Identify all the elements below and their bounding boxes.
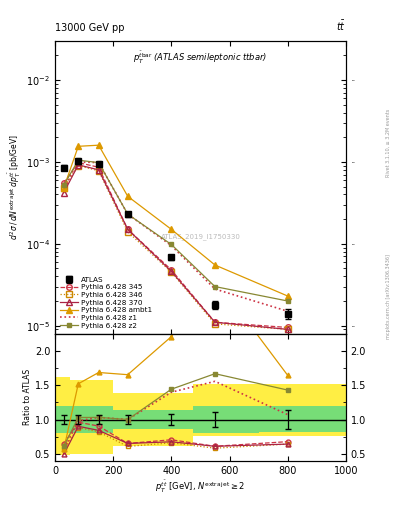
Pythia 6.428 370 [61, 189, 66, 196]
Pythia 6.428 345 [213, 319, 217, 325]
Pythia 6.428 z1 [96, 160, 101, 166]
Pythia 6.428 z2 [96, 160, 101, 166]
Pythia 6.428 346 [76, 163, 81, 169]
Pythia 6.428 345 [125, 226, 130, 232]
Pythia 6.428 370 [213, 319, 217, 325]
Pythia 6.428 z1 [125, 211, 130, 217]
Text: Rivet 3.1.10, ≥ 3.2M events: Rivet 3.1.10, ≥ 3.2M events [386, 109, 391, 178]
Pythia 6.428 ambt1 [125, 193, 130, 199]
Line: Pythia 6.428 ambt1: Pythia 6.428 ambt1 [61, 142, 290, 299]
Pythia 6.428 370 [76, 162, 81, 168]
Pythia 6.428 346 [96, 167, 101, 174]
Pythia 6.428 345 [96, 164, 101, 170]
Pythia 6.428 346 [213, 321, 217, 327]
Text: ATLAS_2019_I1750330: ATLAS_2019_I1750330 [160, 233, 241, 241]
Y-axis label: $d^2\sigma\,/\,dN^{\mathrm{extra\,jet}}\,dp_T^{t\bar{t}}$ [pb/GeV]: $d^2\sigma\,/\,dN^{\mathrm{extra\,jet}}\… [7, 134, 23, 240]
Y-axis label: Ratio to ATLAS: Ratio to ATLAS [23, 369, 32, 425]
Line: Pythia 6.428 345: Pythia 6.428 345 [61, 160, 290, 330]
Pythia 6.428 ambt1 [213, 262, 217, 268]
Pythia 6.428 345 [285, 325, 290, 331]
Pythia 6.428 z1 [213, 286, 217, 292]
Pythia 6.428 346 [285, 326, 290, 332]
Pythia 6.428 z2 [213, 284, 217, 290]
Line: Pythia 6.428 346: Pythia 6.428 346 [61, 163, 290, 332]
Pythia 6.428 ambt1 [76, 143, 81, 150]
Line: Pythia 6.428 370: Pythia 6.428 370 [61, 162, 290, 332]
Legend: ATLAS, Pythia 6.428 345, Pythia 6.428 346, Pythia 6.428 370, Pythia 6.428 ambt1,: ATLAS, Pythia 6.428 345, Pythia 6.428 34… [59, 275, 154, 330]
Pythia 6.428 346 [125, 229, 130, 235]
Pythia 6.428 z2 [61, 182, 66, 188]
Pythia 6.428 346 [61, 185, 66, 191]
Line: Pythia 6.428 z2: Pythia 6.428 z2 [62, 158, 290, 303]
Pythia 6.428 ambt1 [61, 185, 66, 191]
Pythia 6.428 ambt1 [285, 293, 290, 299]
Pythia 6.428 z1 [169, 243, 174, 249]
Pythia 6.428 z2 [285, 298, 290, 304]
Text: mcplots.cern.ch [arXiv:1306.3436]: mcplots.cern.ch [arXiv:1306.3436] [386, 254, 391, 339]
Pythia 6.428 370 [169, 268, 174, 274]
Text: $p_T^{\bar{t}\mathrm{bar}}$ (ATLAS semileptonic ttbar): $p_T^{\bar{t}\mathrm{bar}}$ (ATLAS semil… [133, 50, 268, 66]
Pythia 6.428 z2 [125, 211, 130, 217]
Pythia 6.428 z1 [61, 185, 66, 191]
Pythia 6.428 ambt1 [96, 142, 101, 148]
Line: Pythia 6.428 z1: Pythia 6.428 z1 [64, 162, 288, 311]
X-axis label: $p_T^{t\bar{t}}$ [GeV], $N^{\mathrm{extra\,jet}} \geq 2$: $p_T^{t\bar{t}}$ [GeV], $N^{\mathrm{extr… [155, 478, 246, 495]
Pythia 6.428 z1 [76, 159, 81, 165]
Pythia 6.428 346 [169, 269, 174, 275]
Text: $t\bar{t}$: $t\bar{t}$ [336, 19, 346, 33]
Pythia 6.428 z1 [285, 308, 290, 314]
Pythia 6.428 345 [76, 160, 81, 166]
Pythia 6.428 345 [61, 180, 66, 186]
Pythia 6.428 ambt1 [169, 226, 174, 232]
Pythia 6.428 370 [96, 167, 101, 173]
Pythia 6.428 z2 [169, 242, 174, 248]
Pythia 6.428 345 [169, 267, 174, 273]
Pythia 6.428 370 [125, 226, 130, 232]
Text: 13000 GeV pp: 13000 GeV pp [55, 23, 125, 33]
Pythia 6.428 370 [285, 326, 290, 332]
Pythia 6.428 z2 [76, 157, 81, 163]
